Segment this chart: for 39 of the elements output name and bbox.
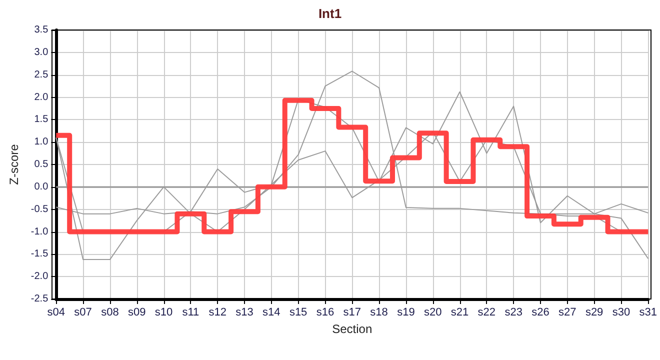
x-tick-label: s20 xyxy=(424,306,442,318)
x-tick-label: s14 xyxy=(262,306,280,318)
x-tick-label: s31 xyxy=(639,306,658,318)
x-tick-label: s19 xyxy=(397,306,415,318)
y-tick-label: 1.0 xyxy=(34,136,49,148)
x-tick-label: s15 xyxy=(289,306,308,318)
x-tick-label: s12 xyxy=(208,306,226,318)
x-axis-title: Section xyxy=(332,322,372,336)
y-tick-label: -1.0 xyxy=(30,226,49,238)
y-tick-label: -2.5 xyxy=(30,294,49,304)
x-tick-label: s29 xyxy=(585,306,604,318)
chart-title: Int1 xyxy=(318,6,342,21)
y-tick-label: -1.5 xyxy=(30,248,49,260)
x-tick-label: s21 xyxy=(450,306,469,318)
y-axis-title: Z-score xyxy=(7,144,21,185)
x-tick-label: s30 xyxy=(612,306,630,318)
x-tick-label: s08 xyxy=(101,306,119,318)
x-tick-label: s04 xyxy=(47,306,66,318)
y-tick-label: 2.0 xyxy=(34,92,49,103)
x-tick-label: s09 xyxy=(128,306,146,318)
y-tick-label: 1.5 xyxy=(34,114,49,126)
x-tick-label: s11 xyxy=(182,306,200,318)
x-tick-label: s18 xyxy=(370,306,388,318)
x-tick-label: s23 xyxy=(504,306,522,318)
x-tick-label: s26 xyxy=(532,306,550,318)
y-tick-label: 0.5 xyxy=(34,159,49,170)
y-tick-label: -2.0 xyxy=(30,271,49,282)
x-tick-label: s27 xyxy=(558,306,576,318)
y-tick-label: 2.5 xyxy=(34,69,49,80)
x-tick-label: s16 xyxy=(316,306,334,318)
x-tick-label: s13 xyxy=(236,306,254,318)
y-tick-label: 3.0 xyxy=(34,46,49,58)
x-tick-label: s17 xyxy=(343,306,362,318)
y-tick-label: -0.5 xyxy=(30,204,49,215)
x-tick-label: s07 xyxy=(74,306,92,318)
y-tick-label: 3.5 xyxy=(34,24,49,36)
x-tick-label: s22 xyxy=(478,306,496,318)
y-tick-label: 0.0 xyxy=(34,181,49,192)
x-tick-label: s10 xyxy=(154,306,173,318)
